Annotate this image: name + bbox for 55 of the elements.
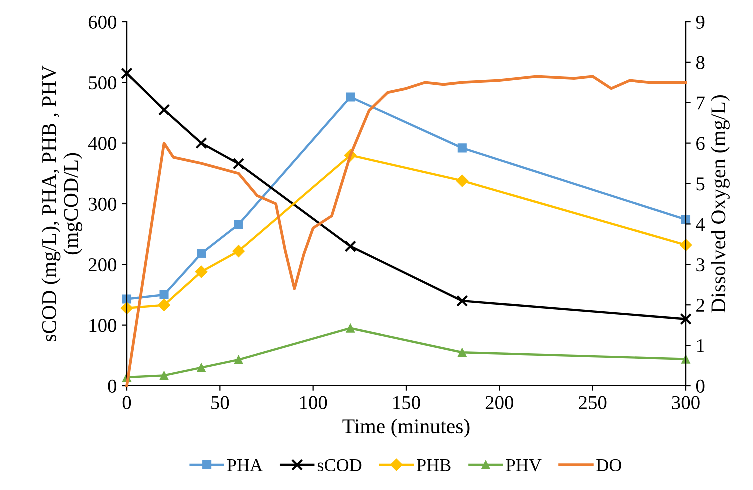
point: [456, 174, 469, 188]
legend-label: sCOD: [318, 459, 362, 472]
y2-axis-title: Dissolved Oxygen (mg/L): [711, 96, 730, 313]
point: [458, 144, 467, 153]
point: [458, 348, 467, 358]
point: [121, 68, 133, 80]
line-series: [126, 75, 688, 388]
x-tick-label: 50: [212, 396, 230, 410]
point: [158, 299, 171, 312]
point: [195, 266, 208, 278]
y2-tick-label: 1: [697, 339, 704, 352]
point: [344, 240, 357, 252]
point: [456, 295, 468, 307]
legend-label: PHA: [227, 459, 263, 472]
legend-label: PHB: [417, 459, 451, 472]
point: [234, 220, 244, 230]
y2-tick-label: 3: [696, 258, 705, 272]
point: [160, 371, 169, 380]
x-tick-label: 0: [122, 396, 132, 410]
point: [196, 137, 208, 150]
point: [232, 158, 245, 170]
point: [234, 355, 244, 364]
y-tick-label: 200: [88, 258, 117, 272]
legend-label: DO: [596, 459, 622, 472]
y2-tick-label: 8: [696, 56, 705, 70]
x-tick-label: 200: [486, 396, 514, 410]
y-tick-label: 300: [89, 198, 117, 211]
y2-tick-label: 9: [696, 16, 705, 29]
point: [346, 92, 356, 102]
y-tick-label: 100: [90, 319, 117, 332]
y-tick-label: 0: [108, 380, 117, 393]
point: [158, 104, 170, 116]
point: [197, 249, 206, 258]
y2-tick-label: 0: [696, 380, 705, 393]
y2-tick-label: 6: [696, 137, 705, 150]
y2-tick-label: 4: [696, 218, 706, 231]
x-tick-label: 300: [672, 396, 700, 410]
point: [197, 363, 206, 372]
x-axis-title: Time (minutes): [342, 418, 470, 438]
y2-tick-label: 5: [696, 178, 705, 191]
point: [122, 294, 132, 304]
point: [346, 324, 356, 333]
x-tick-label: 250: [579, 396, 607, 410]
y2-tick-label: 2: [696, 298, 704, 312]
x-tick-label: 100: [300, 396, 328, 410]
point: [160, 290, 169, 300]
y-tick-label: 500: [89, 76, 117, 90]
point: [232, 245, 246, 258]
point: [680, 313, 692, 326]
legend-label: PHV: [506, 459, 542, 472]
y-tick-label: 400: [88, 137, 117, 150]
x-tick-label: 150: [394, 396, 420, 410]
y-tick-label: 600: [88, 16, 117, 29]
y2-tick-label: 7: [697, 96, 705, 110]
y-axis-title: sCOD (mg/L), PHA, PHB , PHV (mgCOD/L): [42, 66, 83, 342]
